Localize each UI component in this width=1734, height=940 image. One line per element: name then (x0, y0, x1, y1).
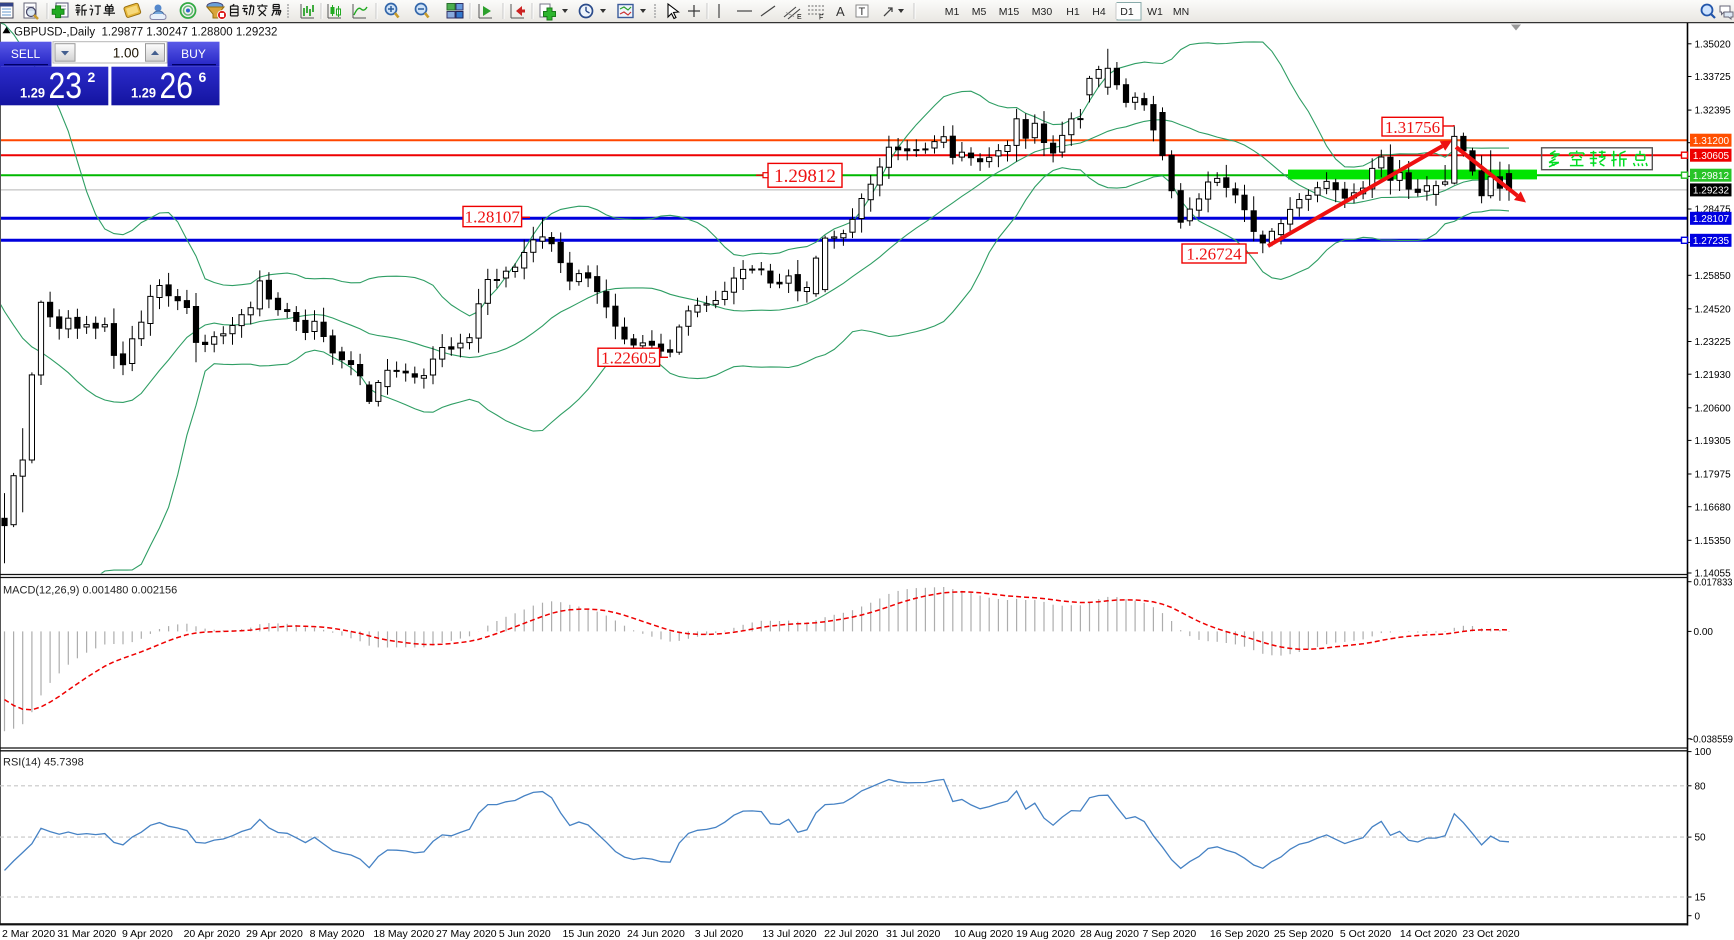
svg-text:GBPUSD-,Daily 1.29877 1.30247: GBPUSD-,Daily 1.29877 1.30247 1.28800 1.… (14, 27, 277, 39)
svg-text:1.29232: 1.29232 (1693, 186, 1730, 197)
svg-text:1.16680: 1.16680 (1695, 502, 1732, 513)
svg-text:H1: H1 (1066, 6, 1080, 18)
svg-text:27 May 2020: 27 May 2020 (436, 928, 497, 940)
svg-text:M5: M5 (972, 6, 987, 18)
svg-text:80: 80 (1695, 781, 1707, 792)
svg-text:5 Oct 2020: 5 Oct 2020 (1340, 928, 1392, 940)
svg-text:19 Aug 2020: 19 Aug 2020 (1016, 928, 1075, 940)
svg-text:5 Jun 2020: 5 Jun 2020 (499, 928, 551, 940)
svg-text:1.15350: 1.15350 (1695, 536, 1732, 547)
svg-text:1.30605: 1.30605 (1693, 151, 1730, 162)
svg-text:1.32395: 1.32395 (1695, 106, 1732, 117)
svg-text:E: E (797, 14, 802, 21)
svg-text:M15: M15 (999, 6, 1020, 18)
svg-text:1.17975: 1.17975 (1695, 470, 1732, 481)
svg-text:2 Mar 2020: 2 Mar 2020 (2, 928, 55, 940)
svg-text:1.23225: 1.23225 (1695, 337, 1732, 348)
svg-text:1.29812: 1.29812 (774, 166, 836, 187)
svg-text:1.25850: 1.25850 (1695, 271, 1732, 282)
svg-text:1.21930: 1.21930 (1695, 370, 1732, 381)
svg-text:F: F (819, 15, 823, 22)
svg-text:M30: M30 (1032, 6, 1053, 18)
svg-text:-0.038559: -0.038559 (1690, 734, 1733, 745)
svg-text:100: 100 (1695, 747, 1712, 758)
svg-text:22 Jul 2020: 22 Jul 2020 (824, 928, 878, 940)
svg-text:15: 15 (1695, 893, 1707, 904)
svg-text:W1: W1 (1147, 6, 1163, 18)
svg-text:1.31200: 1.31200 (1693, 136, 1730, 147)
svg-text:28 Aug 2020: 28 Aug 2020 (1080, 928, 1139, 940)
svg-text:1.20600: 1.20600 (1695, 403, 1732, 414)
svg-text:1.19305: 1.19305 (1695, 436, 1732, 447)
svg-text:10 Aug 2020: 10 Aug 2020 (954, 928, 1013, 940)
svg-text:1.24520: 1.24520 (1695, 304, 1732, 315)
svg-text:2: 2 (88, 69, 96, 85)
svg-text:13 Jul 2020: 13 Jul 2020 (762, 928, 816, 940)
svg-text:MACD(12,26,9) 0.001480 0.00215: MACD(12,26,9) 0.001480 0.002156 (3, 585, 177, 597)
svg-text:18 May 2020: 18 May 2020 (373, 928, 434, 940)
svg-text:1.33725: 1.33725 (1695, 72, 1732, 83)
svg-text:31 Jul 2020: 31 Jul 2020 (886, 928, 940, 940)
svg-text:29 Apr 2020: 29 Apr 2020 (246, 928, 303, 940)
svg-text:1.28107: 1.28107 (465, 208, 521, 227)
svg-text:20 Apr 2020: 20 Apr 2020 (184, 928, 241, 940)
svg-text:1.35020: 1.35020 (1695, 39, 1732, 50)
svg-text:A: A (836, 4, 845, 19)
svg-text:26: 26 (160, 65, 194, 106)
svg-text:T: T (859, 6, 866, 18)
svg-text:MN: MN (1173, 6, 1189, 18)
svg-text:1.27235: 1.27235 (1693, 236, 1730, 247)
svg-text:23 Oct 2020: 23 Oct 2020 (1462, 928, 1519, 940)
svg-text:1.28107: 1.28107 (1693, 214, 1730, 225)
svg-text:25 Sep 2020: 25 Sep 2020 (1274, 928, 1334, 940)
svg-text:SELL: SELL (11, 47, 41, 61)
svg-text:14 Oct 2020: 14 Oct 2020 (1400, 928, 1457, 940)
svg-text:1.29812: 1.29812 (1693, 171, 1730, 182)
svg-text:1.28475: 1.28475 (1695, 205, 1732, 216)
svg-text:1.26724: 1.26724 (1186, 245, 1242, 264)
svg-text:16 Sep 2020: 16 Sep 2020 (1210, 928, 1270, 940)
svg-text:7 Sep 2020: 7 Sep 2020 (1142, 928, 1196, 940)
svg-text:50: 50 (1695, 833, 1707, 844)
svg-text:1.31756: 1.31756 (1385, 118, 1440, 137)
svg-text:23: 23 (49, 65, 83, 106)
svg-text:0.00: 0.00 (1694, 627, 1714, 638)
svg-text:1.14055: 1.14055 (1695, 569, 1732, 580)
svg-text:1.00: 1.00 (113, 46, 139, 61)
svg-text:9 Apr 2020: 9 Apr 2020 (122, 928, 173, 940)
svg-text:0.017833: 0.017833 (1694, 577, 1733, 588)
svg-text:24 Jun 2020: 24 Jun 2020 (627, 928, 685, 940)
svg-text:D1: D1 (1120, 6, 1134, 18)
svg-text:3 Jul 2020: 3 Jul 2020 (695, 928, 744, 940)
svg-text:0: 0 (1695, 911, 1701, 922)
svg-text:1.29: 1.29 (20, 86, 45, 101)
svg-text:6: 6 (199, 69, 207, 85)
svg-text:8 May 2020: 8 May 2020 (310, 928, 365, 940)
svg-text:15 Jun 2020: 15 Jun 2020 (562, 928, 620, 940)
svg-text:1.22605: 1.22605 (601, 348, 656, 367)
svg-text:BUY: BUY (181, 47, 206, 61)
svg-text:RSI(14) 45.7398: RSI(14) 45.7398 (3, 757, 84, 769)
svg-text:M1: M1 (945, 6, 960, 18)
svg-text:H4: H4 (1092, 6, 1106, 18)
svg-text:31 Mar 2020: 31 Mar 2020 (57, 928, 116, 940)
svg-text:1.29: 1.29 (131, 86, 156, 101)
